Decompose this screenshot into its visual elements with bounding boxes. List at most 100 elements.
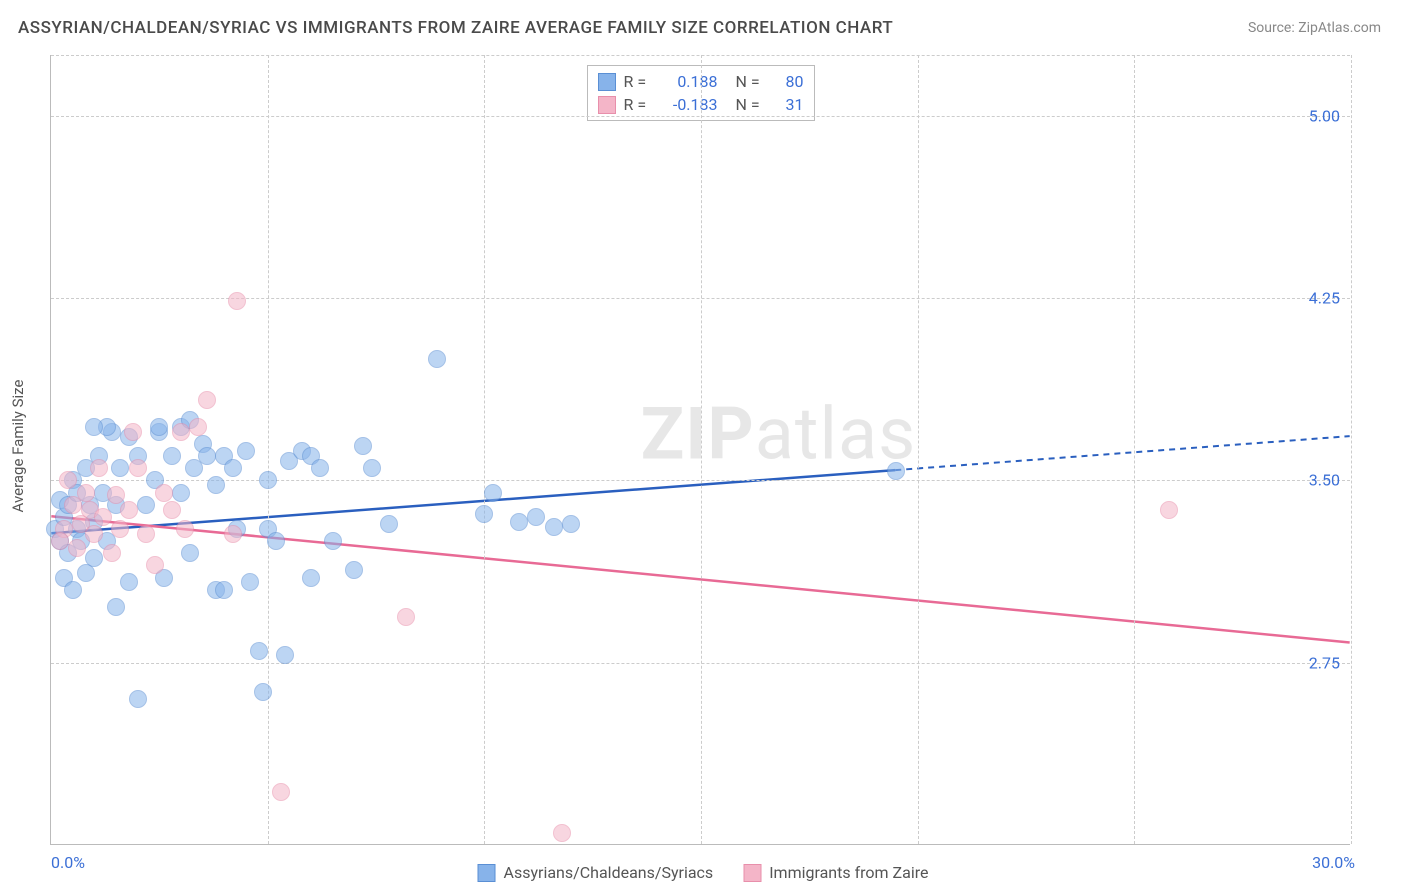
data-point-zaire — [51, 532, 69, 550]
n-label: N = — [736, 95, 766, 114]
data-point-zaire — [90, 459, 108, 477]
data-point-assyrians — [198, 447, 216, 465]
legend-item-assyrians: Assyrians/Chaldeans/Syriacs — [478, 863, 714, 882]
data-point-assyrians — [111, 459, 129, 477]
data-point-assyrians — [354, 437, 372, 455]
data-point-zaire — [176, 520, 194, 538]
data-point-assyrians — [250, 642, 268, 660]
legend-swatch-zaire — [743, 864, 761, 882]
data-point-assyrians — [241, 573, 259, 591]
source-label: Source: ZipAtlas.com — [1248, 20, 1381, 36]
data-point-assyrians — [380, 515, 398, 533]
gridline-v — [484, 55, 485, 844]
gridline-v — [918, 55, 919, 844]
y-tick-label: 2.75 — [1309, 653, 1340, 672]
n-value-zaire: 31 — [774, 95, 804, 114]
data-point-assyrians — [562, 515, 580, 533]
data-point-zaire — [124, 423, 142, 441]
data-point-assyrians — [181, 544, 199, 562]
plot-area: ZIPatlas R = 0.188 N = 80 R = -0.183 N = 31 2.7… — [50, 55, 1350, 845]
data-point-zaire — [111, 520, 129, 538]
data-point-zaire — [155, 484, 173, 502]
data-point-assyrians — [311, 459, 329, 477]
data-point-zaire — [172, 423, 190, 441]
gridline-v — [268, 55, 269, 844]
data-point-assyrians — [163, 447, 181, 465]
gridline-v — [701, 55, 702, 844]
n-label: N = — [736, 72, 766, 91]
watermark-bold: ZIP — [641, 391, 755, 476]
data-point-zaire — [120, 501, 138, 519]
data-point-zaire — [103, 544, 121, 562]
data-point-zaire — [129, 459, 147, 477]
legend-swatch-assyrians — [478, 864, 496, 882]
data-point-zaire — [397, 608, 415, 626]
data-point-zaire — [1160, 501, 1178, 519]
y-tick-label: 5.00 — [1309, 106, 1340, 125]
data-point-assyrians — [545, 518, 563, 536]
trend-line-ext-assyrians — [895, 436, 1349, 470]
data-point-zaire — [107, 486, 125, 504]
legend-item-zaire: Immigrants from Zaire — [743, 863, 928, 882]
data-point-assyrians — [428, 350, 446, 368]
y-axis-title: Average Family Size — [9, 380, 27, 513]
data-point-zaire — [94, 508, 112, 526]
legend-label-assyrians: Assyrians/Chaldeans/Syriacs — [504, 863, 714, 882]
gridline-v — [1134, 55, 1135, 844]
data-point-assyrians — [172, 484, 190, 502]
data-point-assyrians — [254, 683, 272, 701]
data-point-zaire — [77, 484, 95, 502]
data-point-assyrians — [345, 561, 363, 579]
legend-bottom: Assyrians/Chaldeans/Syriacs Immigrants fr… — [478, 863, 929, 882]
data-point-assyrians — [276, 646, 294, 664]
data-point-assyrians — [324, 532, 342, 550]
data-point-zaire — [163, 501, 181, 519]
data-point-zaire — [85, 525, 103, 543]
data-point-assyrians — [207, 476, 225, 494]
data-point-assyrians — [510, 513, 528, 531]
data-point-zaire — [553, 824, 571, 842]
data-point-assyrians — [363, 459, 381, 477]
data-point-zaire — [272, 783, 290, 801]
data-point-assyrians — [259, 471, 277, 489]
gridline-v — [1351, 55, 1352, 844]
data-point-zaire — [224, 525, 242, 543]
data-point-assyrians — [137, 496, 155, 514]
data-point-assyrians — [267, 532, 285, 550]
data-point-zaire — [189, 418, 207, 436]
data-point-assyrians — [527, 508, 545, 526]
data-point-assyrians — [237, 442, 255, 460]
y-tick-label: 3.50 — [1309, 471, 1340, 490]
data-point-assyrians — [224, 459, 242, 477]
data-point-assyrians — [120, 573, 138, 591]
data-point-assyrians — [302, 569, 320, 587]
data-point-assyrians — [107, 598, 125, 616]
data-point-assyrians — [484, 484, 502, 502]
r-label: R = — [624, 95, 650, 114]
data-point-zaire — [146, 556, 164, 574]
legend-label-zaire: Immigrants from Zaire — [769, 863, 928, 882]
x-tick-label-right: 30.0% — [1312, 853, 1355, 872]
watermark: ZIPatlas — [641, 391, 917, 476]
data-point-assyrians — [64, 581, 82, 599]
r-value-zaire: -0.183 — [658, 95, 718, 114]
r-value-assyrians: 0.188 — [658, 72, 718, 91]
data-point-assyrians — [150, 418, 168, 436]
data-point-zaire — [198, 391, 216, 409]
legend-swatch-zaire — [598, 96, 616, 114]
legend-swatch-assyrians — [598, 73, 616, 91]
data-point-zaire — [68, 539, 86, 557]
data-point-zaire — [59, 471, 77, 489]
r-label: R = — [624, 72, 650, 91]
data-point-assyrians — [85, 418, 103, 436]
data-point-assyrians — [85, 549, 103, 567]
data-point-assyrians — [475, 505, 493, 523]
data-point-zaire — [228, 292, 246, 310]
x-tick-label-left: 0.0% — [51, 853, 85, 872]
chart-title: ASSYRIAN/CHALDEAN/SYRIAC VS IMMIGRANTS F… — [18, 18, 893, 38]
data-point-assyrians — [129, 690, 147, 708]
y-tick-label: 4.25 — [1309, 289, 1340, 308]
n-value-assyrians: 80 — [774, 72, 804, 91]
data-point-assyrians — [887, 462, 905, 480]
data-point-zaire — [137, 525, 155, 543]
